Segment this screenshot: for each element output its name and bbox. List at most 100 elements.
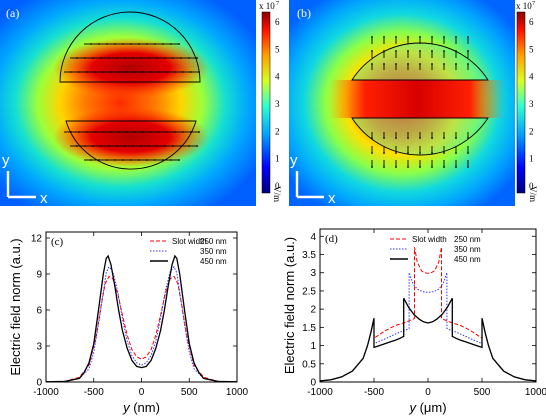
colorbar-tick-label: 2 xyxy=(275,126,280,136)
field-arrowhead xyxy=(467,63,469,65)
panel-a-colorbar-scale: x 10 xyxy=(259,1,275,11)
field-arrowhead xyxy=(132,57,134,59)
chart-c: -1000 -500 0 500 1000 0 3 6 9 12 (c) y (nm) Electric… xyxy=(8,231,249,415)
panel-b-axes-indicator: y x xyxy=(290,152,336,207)
y-tick-label: 0.5 xyxy=(302,359,316,370)
field-arrowhead xyxy=(383,137,385,139)
field-arrowhead xyxy=(138,43,140,45)
field-arrowhead xyxy=(86,71,88,73)
colorbar-tick-label: 5 xyxy=(529,44,534,54)
colorbar-tick-label: 1 xyxy=(529,154,534,164)
y-tick-label: 2 xyxy=(310,305,316,316)
x-tick-label: 500 xyxy=(474,387,491,398)
field-arrowhead xyxy=(170,159,172,161)
field-arrowhead xyxy=(156,145,158,147)
field-arrowhead xyxy=(419,36,421,38)
field-arrowhead xyxy=(108,145,110,147)
panel-a-field-background xyxy=(0,0,256,206)
panel-a-axis-y: y xyxy=(2,152,10,169)
x-tick-label: -1000 xyxy=(307,387,333,398)
field-arrowhead xyxy=(419,137,421,139)
field-arrowhead xyxy=(166,131,168,133)
field-arrowhead xyxy=(146,159,148,161)
panel-a-field-map: (a) y x x 10 7 0 1 2 3 4 5 6 V/m xyxy=(0,0,283,207)
field-arrowhead xyxy=(419,166,421,168)
chart-panel-label: (d) xyxy=(325,233,338,245)
panel-b-colorbar-scale: x 10 xyxy=(516,1,532,11)
y-tick-label: 0 xyxy=(310,378,316,389)
field-arrowhead xyxy=(395,137,397,139)
field-arrowhead xyxy=(98,159,100,161)
field-arrowhead xyxy=(467,166,469,168)
field-arrowhead xyxy=(190,71,192,73)
field-arrowhead xyxy=(130,43,132,45)
field-arrowhead xyxy=(100,57,102,59)
field-arrowhead xyxy=(419,63,421,65)
field-arrowhead xyxy=(467,50,469,52)
field-arrowhead xyxy=(122,159,124,161)
field-arrowhead xyxy=(198,71,200,73)
field-arrowhead xyxy=(106,159,108,161)
field-arrowhead xyxy=(86,131,88,133)
field-arrowhead xyxy=(455,137,457,139)
field-arrowhead xyxy=(407,152,409,154)
field-arrowhead xyxy=(407,36,409,38)
field-arrowhead xyxy=(114,159,116,161)
field-arrowhead xyxy=(383,36,385,38)
field-arrowhead xyxy=(140,57,142,59)
colorbar-tick-label: 5 xyxy=(275,44,280,54)
field-arrowhead xyxy=(110,131,112,133)
field-arrowhead xyxy=(196,145,198,147)
x-tick-label: -500 xyxy=(84,387,104,398)
field-arrowhead xyxy=(467,137,469,139)
panel-a-colorbar-unit: V/m xyxy=(272,186,282,202)
panel-a-field-arrows xyxy=(64,43,200,161)
colorbar-tick-label: 4 xyxy=(529,72,534,82)
field-arrowhead xyxy=(70,131,72,133)
field-arrowhead xyxy=(443,152,445,154)
colorbar-tick-label: 4 xyxy=(275,72,280,82)
field-arrowhead xyxy=(78,71,80,73)
legend-label: 250 nm xyxy=(200,237,227,246)
field-arrowhead xyxy=(70,71,72,73)
field-arrowhead xyxy=(431,152,433,154)
field-arrowhead xyxy=(124,145,126,147)
panel-b-colorbar-unit: V/m xyxy=(528,186,538,202)
field-arrowhead xyxy=(188,145,190,147)
field-arrowhead xyxy=(371,36,373,38)
field-arrowhead xyxy=(156,57,158,59)
y-tick-label: 6 xyxy=(36,306,42,317)
panel-b-field-arrows xyxy=(371,36,469,168)
field-arrowhead xyxy=(198,131,200,133)
field-arrowhead xyxy=(431,50,433,52)
plot-frame xyxy=(45,231,238,383)
field-arrowhead xyxy=(162,159,164,161)
field-arrowhead xyxy=(455,50,457,52)
chart-d: -1000 -500 0 500 1000 0 0.5 1 1.5 2 2.5 3 3.5 4 (d) y (… xyxy=(282,228,546,415)
field-arrowhead xyxy=(126,71,128,73)
field-arrowhead xyxy=(455,152,457,154)
panel-b-upper-half-disk xyxy=(351,42,489,81)
field-arrowhead xyxy=(118,71,120,73)
colorbar-tick-label: 3 xyxy=(275,99,280,109)
field-arrowhead xyxy=(190,131,192,133)
field-arrowhead xyxy=(431,36,433,38)
series-line xyxy=(319,297,537,382)
field-arrowhead xyxy=(196,57,198,59)
x-axis-label: y (μm) xyxy=(408,400,446,415)
field-arrowhead xyxy=(371,152,373,154)
y-tick-label: 4 xyxy=(310,232,316,243)
field-arrowhead xyxy=(164,145,166,147)
colorbar-tick-label: 1 xyxy=(275,154,280,164)
series-line xyxy=(45,254,238,383)
field-arrowhead xyxy=(140,145,142,147)
field-arrowhead xyxy=(443,36,445,38)
field-arrowhead xyxy=(383,166,385,168)
field-arrowhead xyxy=(90,159,92,161)
field-arrowhead xyxy=(84,145,86,147)
colorbar-tick-label: 6 xyxy=(529,17,534,27)
field-arrowhead xyxy=(180,145,182,147)
panel-b-field-map: (b) y x x 10 7 0 1 2 3 4 5 6 V/m xyxy=(289,0,546,207)
y-tick-label: 1.5 xyxy=(302,323,316,334)
x-tick-label: 500 xyxy=(181,387,198,398)
